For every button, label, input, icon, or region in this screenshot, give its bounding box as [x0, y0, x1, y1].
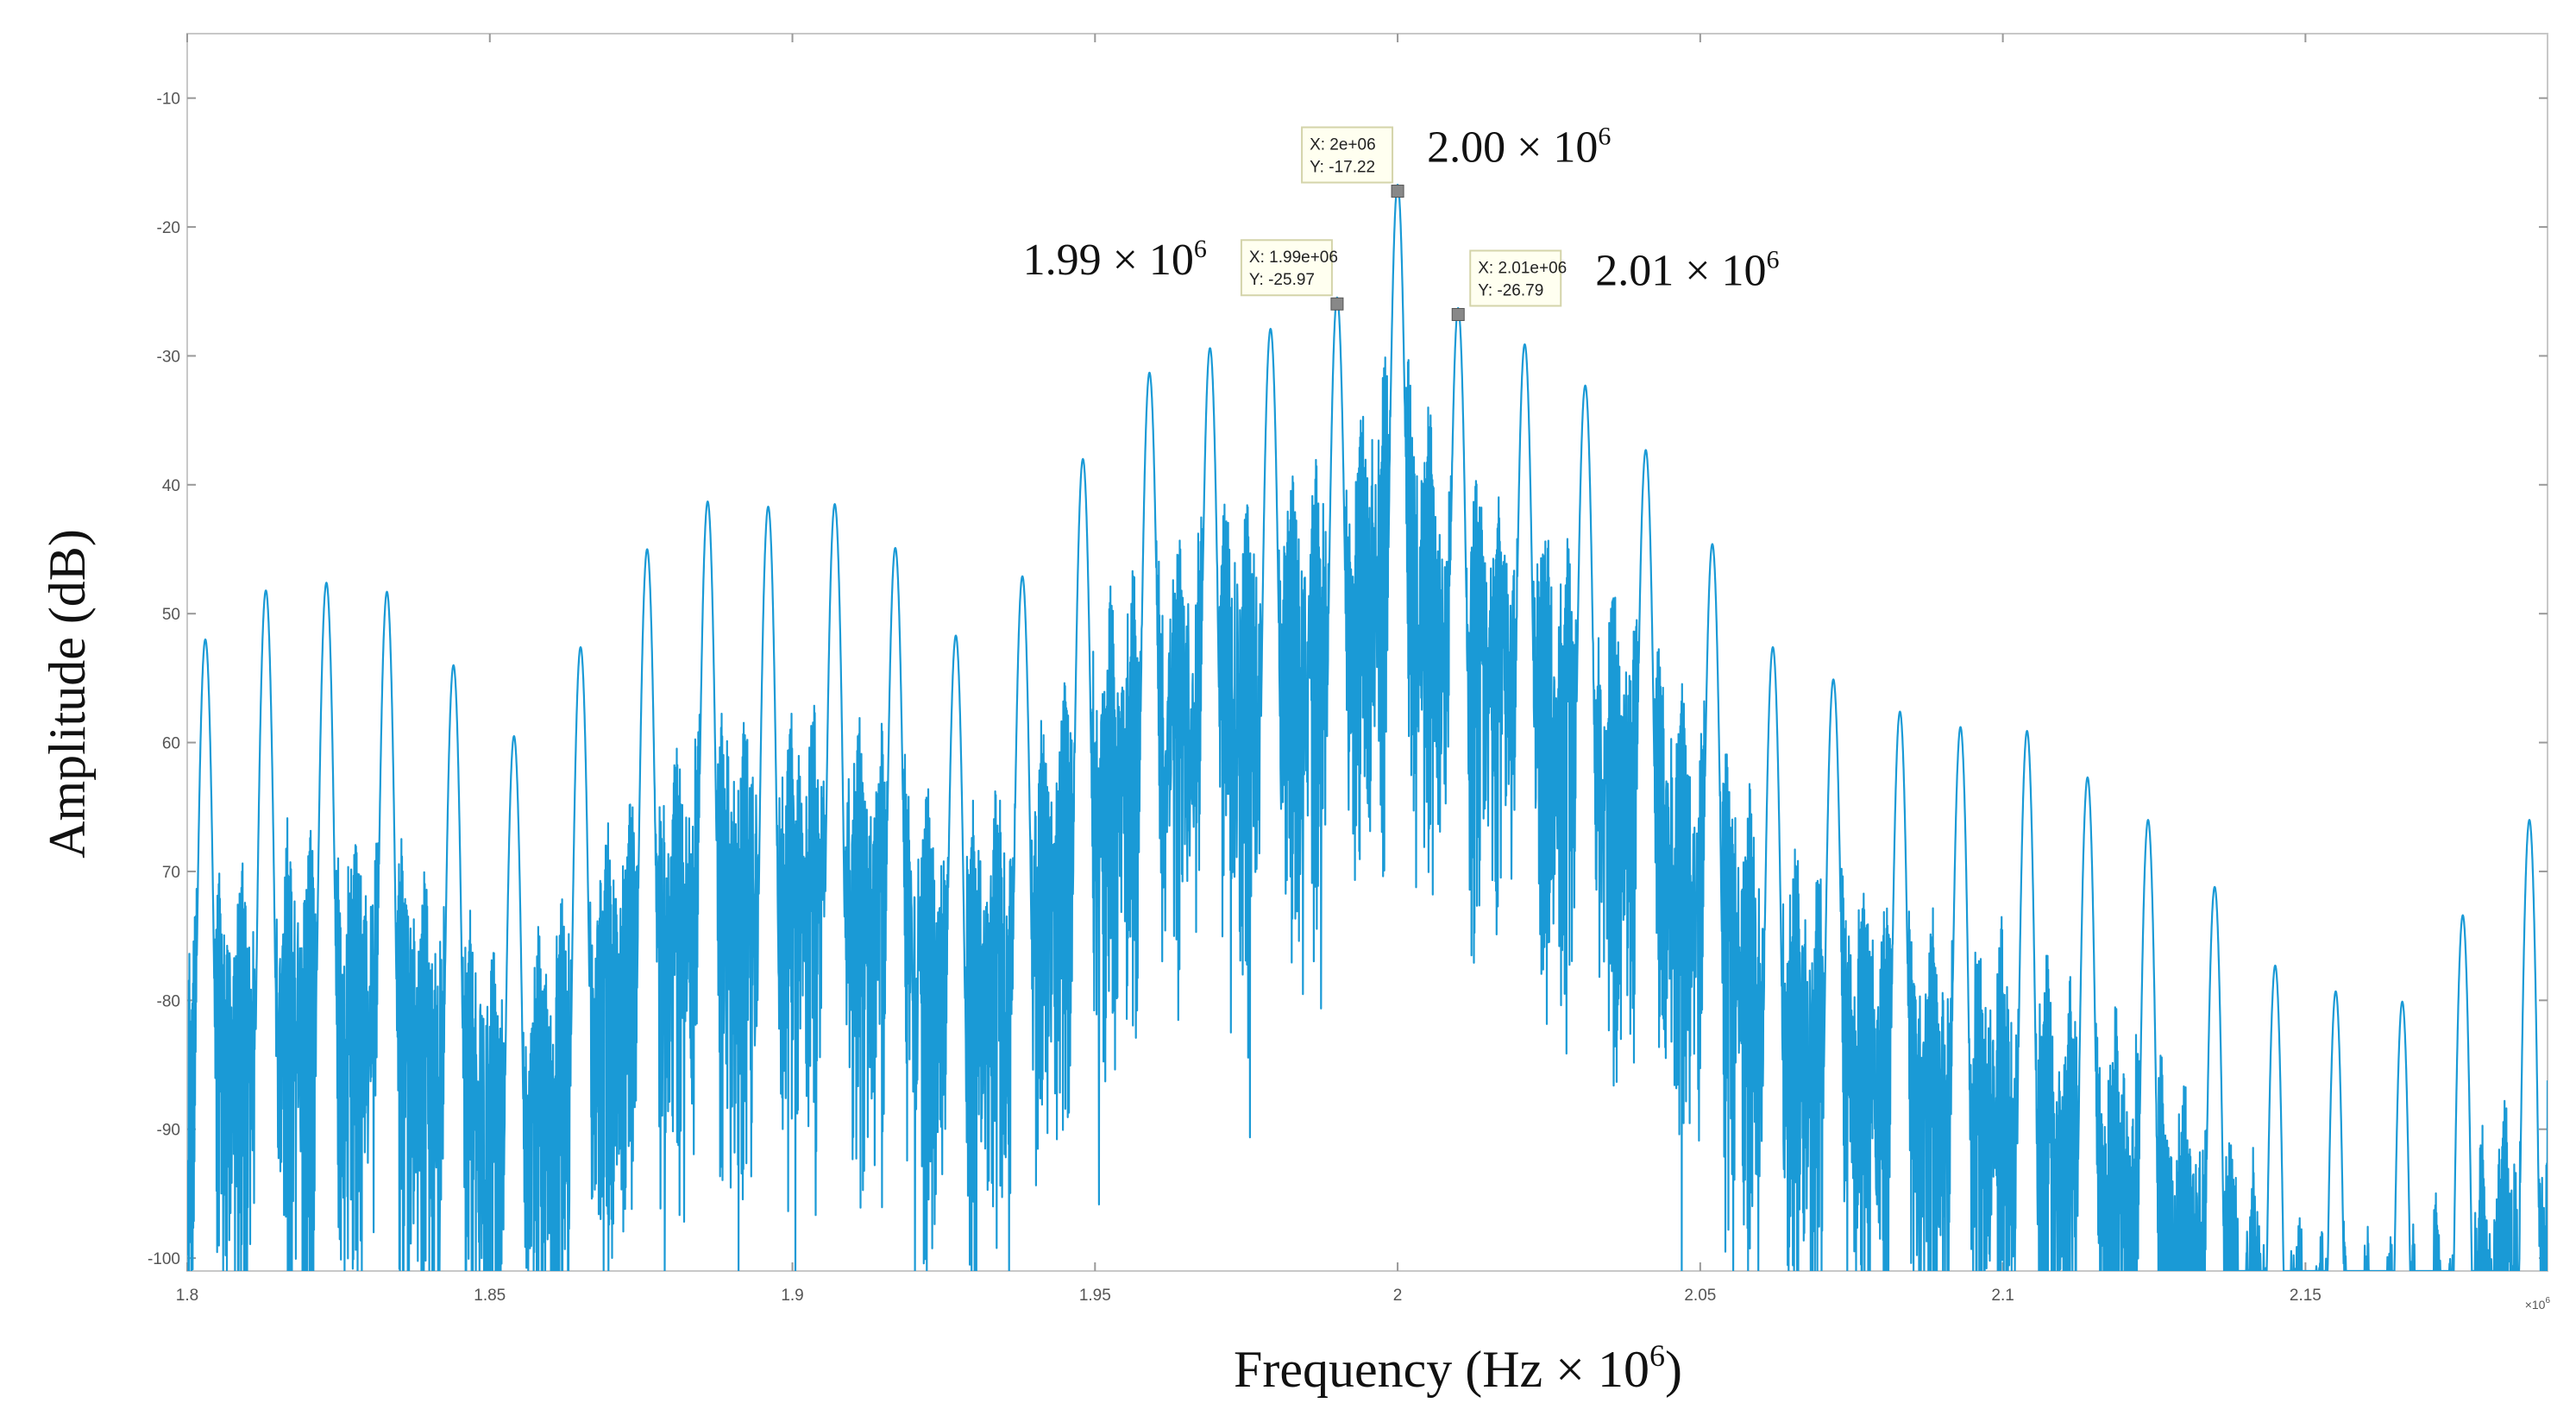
x-tick-label: 2.15	[2290, 1287, 2322, 1305]
x-tick-label: 2.05	[1684, 1287, 1716, 1305]
datatip-box	[1301, 126, 1394, 184]
datatip: X: 2.01e+06 Y: -26.79	[1469, 249, 1567, 307]
datatip-marker	[1330, 297, 1344, 311]
spectrum-line	[187, 184, 2548, 1271]
datatip-text: X: 1.99e+06	[1249, 249, 1338, 267]
datatip-box	[1240, 239, 1333, 297]
datatip-text: Y: -26.79	[1478, 281, 1543, 299]
y-tick-label: -10	[157, 91, 180, 109]
annotations: X: 1.99e+06 Y: -25.97 1.99 × 106 X: 2e+06 Y:…	[1023, 123, 1780, 321]
y-tick-label: -90	[157, 1122, 180, 1140]
y-axis-label: Amplitude (dB)	[39, 529, 96, 859]
datatip-text: Y: -17.22	[1310, 159, 1375, 177]
x-exponent-label: ×106	[2525, 1296, 2551, 1312]
y-tick-label: -80	[157, 992, 180, 1010]
datatip-marker	[1391, 185, 1404, 198]
datatip-text: Y: -25.97	[1249, 271, 1315, 289]
peak-label: 2.00 × 106	[1427, 123, 1611, 173]
datatip: X: 1.99e+06 Y: -25.97	[1240, 239, 1338, 297]
x-tick-label: 1.95	[1079, 1287, 1111, 1305]
y-tick-label: -30	[157, 348, 180, 366]
y-tick-label: 50	[162, 606, 180, 624]
datatip-box	[1469, 249, 1562, 307]
peak-label: 1.99 × 106	[1023, 235, 1207, 285]
x-tick-label: 1.85	[474, 1287, 506, 1305]
datatip-text: X: 2e+06	[1310, 136, 1376, 154]
y-tick-label: -100	[148, 1250, 180, 1268]
datatip-text: X: 2.01e+06	[1478, 259, 1567, 277]
x-tick-labels: 1.8 1.85 1.9 1.95 2 2.05 2.1 2.15	[176, 1287, 2322, 1305]
axis-ticks	[186, 34, 2548, 1271]
x-tick-label: 2	[1393, 1287, 1403, 1305]
x-tick-label: 1.8	[176, 1287, 198, 1305]
peak-label: 2.01 × 106	[1595, 245, 1779, 295]
datatip-marker	[1451, 307, 1465, 321]
x-axis-label: Frequency (Hz × 106)	[1234, 1338, 1682, 1398]
x-tick-label: 1.9	[781, 1287, 803, 1305]
y-tick-label: 70	[162, 864, 180, 882]
y-tick-label: 60	[162, 735, 180, 753]
y-tick-label: -20	[157, 219, 180, 237]
datatip: X: 2e+06 Y: -17.22	[1301, 126, 1394, 184]
y-tick-labels: -10 -20 -30 40 50 60 70 -80 -90 -100	[148, 91, 180, 1268]
x-tick-label: 2.1	[1991, 1287, 2014, 1305]
y-tick-label: 40	[162, 477, 180, 495]
